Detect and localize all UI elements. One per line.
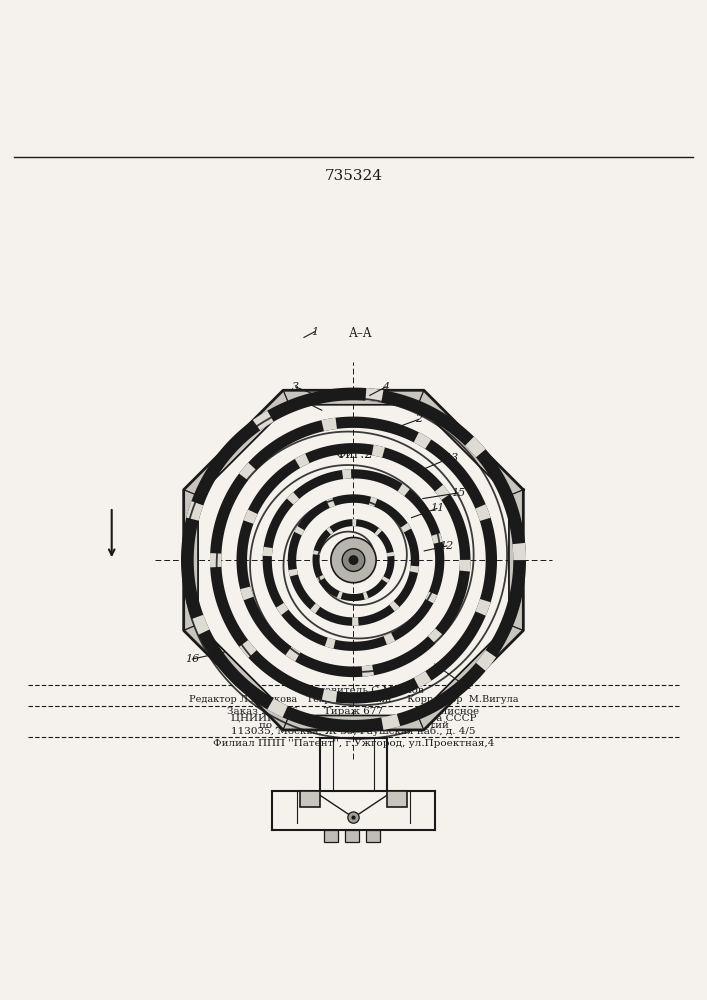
Polygon shape	[184, 624, 289, 730]
Polygon shape	[381, 714, 400, 730]
Text: 735324: 735324	[325, 169, 382, 183]
Text: Филиал ППП ''Патент'', г.Ужгород, ул.Проектная,4: Филиал ППП ''Патент'', г.Ужгород, ул.Про…	[213, 739, 494, 748]
Text: 4: 4	[382, 382, 390, 392]
Polygon shape	[181, 388, 526, 733]
Text: по делам изобретений и открытий: по делам изобретений и открытий	[259, 720, 448, 730]
Polygon shape	[428, 628, 443, 644]
Polygon shape	[475, 504, 491, 521]
Polygon shape	[243, 509, 257, 524]
Text: Составитель С.Мягков: Составитель С.Мягков	[283, 686, 424, 695]
Polygon shape	[409, 566, 419, 573]
Polygon shape	[313, 550, 320, 555]
Circle shape	[342, 549, 365, 571]
Text: 14: 14	[458, 681, 472, 691]
Text: 2: 2	[415, 414, 422, 424]
Polygon shape	[240, 587, 254, 600]
Polygon shape	[284, 715, 423, 730]
Polygon shape	[239, 640, 257, 658]
Text: 3: 3	[292, 382, 299, 392]
Polygon shape	[322, 689, 337, 703]
Text: Заказ 2307/6        Тираж 677           Подписное: Заказ 2307/6 Тираж 677 Подписное	[228, 707, 479, 716]
Polygon shape	[414, 432, 431, 449]
Bar	[300, 791, 320, 807]
Polygon shape	[418, 624, 523, 730]
Text: 15: 15	[451, 488, 465, 498]
Text: 12: 12	[440, 541, 454, 551]
Bar	[387, 791, 407, 807]
Polygon shape	[509, 490, 523, 630]
Polygon shape	[372, 445, 385, 458]
Polygon shape	[312, 519, 395, 601]
Polygon shape	[294, 526, 305, 535]
Text: 1: 1	[311, 327, 318, 337]
Text: 16: 16	[185, 654, 199, 664]
Polygon shape	[192, 615, 209, 635]
Text: ЦНИИПИ Государственного комитета СССР: ЦНИИПИ Государственного комитета СССР	[230, 714, 477, 723]
Polygon shape	[383, 633, 395, 645]
Polygon shape	[276, 603, 288, 615]
Text: 5: 5	[303, 397, 310, 407]
Polygon shape	[239, 463, 257, 480]
Polygon shape	[366, 388, 383, 403]
Polygon shape	[288, 569, 298, 577]
Polygon shape	[375, 528, 382, 536]
Polygon shape	[184, 390, 289, 496]
Polygon shape	[414, 671, 431, 688]
Text: 11: 11	[430, 503, 444, 513]
Polygon shape	[267, 698, 288, 717]
Polygon shape	[387, 552, 395, 557]
Polygon shape	[418, 390, 523, 496]
Polygon shape	[253, 411, 274, 430]
Polygon shape	[322, 418, 337, 431]
Polygon shape	[286, 647, 300, 662]
Circle shape	[348, 812, 359, 823]
Polygon shape	[210, 417, 497, 704]
Polygon shape	[382, 576, 390, 583]
Polygon shape	[352, 519, 356, 526]
Text: 13: 13	[444, 453, 458, 463]
Bar	[366, 830, 380, 842]
Polygon shape	[435, 485, 450, 500]
Polygon shape	[342, 469, 351, 479]
Polygon shape	[263, 469, 444, 651]
Polygon shape	[337, 591, 343, 599]
Text: 113035, Москва, Ж-35, Раушская наб., д. 4/5: 113035, Москва, Ж-35, Раушская наб., д. …	[231, 726, 476, 736]
Polygon shape	[397, 484, 410, 496]
Polygon shape	[513, 543, 526, 560]
Polygon shape	[288, 494, 419, 626]
Bar	[324, 830, 338, 842]
Circle shape	[351, 815, 356, 820]
Polygon shape	[431, 533, 443, 544]
Polygon shape	[475, 599, 491, 616]
Text: Фиг.2: Фиг.2	[335, 448, 372, 461]
Polygon shape	[326, 498, 335, 508]
Bar	[345, 830, 359, 842]
Polygon shape	[401, 523, 411, 533]
Polygon shape	[476, 650, 496, 671]
Polygon shape	[237, 443, 470, 677]
Polygon shape	[263, 547, 273, 556]
Polygon shape	[310, 603, 320, 614]
Circle shape	[331, 537, 376, 583]
Polygon shape	[426, 592, 438, 603]
Polygon shape	[284, 390, 423, 405]
Polygon shape	[295, 454, 310, 468]
Circle shape	[349, 556, 358, 564]
Polygon shape	[187, 501, 204, 521]
Polygon shape	[465, 437, 486, 457]
Polygon shape	[210, 553, 221, 567]
Polygon shape	[352, 617, 358, 626]
Polygon shape	[390, 601, 399, 611]
Polygon shape	[369, 497, 378, 507]
Polygon shape	[287, 492, 299, 505]
Polygon shape	[361, 665, 374, 677]
Text: Редактор Л.Лашкова   Техред  Р.Олиян     Корректор  М.Вигула: Редактор Л.Лашкова Техред Р.Олиян Коррек…	[189, 695, 518, 704]
Polygon shape	[326, 527, 334, 535]
Polygon shape	[325, 638, 336, 649]
Polygon shape	[460, 560, 470, 572]
Text: А–А: А–А	[349, 327, 373, 340]
Polygon shape	[184, 490, 198, 630]
Polygon shape	[363, 592, 368, 600]
Polygon shape	[317, 575, 325, 582]
